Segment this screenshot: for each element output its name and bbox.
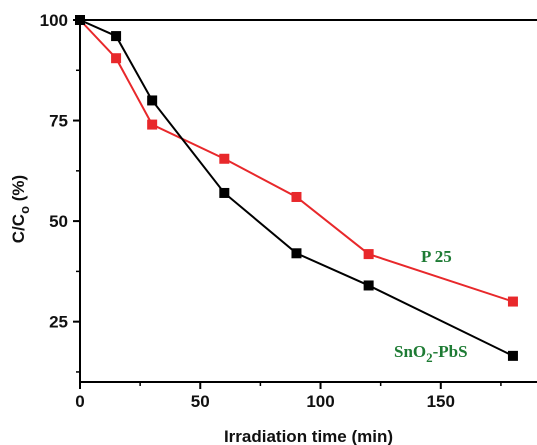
axes: 0 50 100 150 25 50 75 100 Irradiation time (min)… [9, 11, 537, 445]
data-point [363, 280, 374, 291]
data-point [147, 95, 158, 106]
data-point [111, 53, 122, 64]
data-point [507, 350, 518, 361]
data-point [291, 248, 302, 259]
data-point [363, 249, 374, 260]
y-tick-label: 50 [49, 212, 68, 231]
series-line [79, 19, 514, 357]
x-axis-title: Irradiation time (min) [224, 427, 393, 445]
x-tick-label: 100 [306, 392, 334, 411]
y-tick-label: 75 [49, 112, 68, 131]
series-0 [75, 15, 518, 361]
data-point [75, 15, 85, 25]
series-label-p25: P 25 [421, 247, 452, 266]
x-tick-label: 0 [75, 392, 84, 411]
series-label-sno2-pbs: SnO2-PbS [394, 342, 468, 365]
x-tick-label: 50 [191, 392, 210, 411]
data-point [219, 187, 230, 198]
y-tick-label: 100 [40, 11, 68, 30]
y-axis-title: C/Co (%) [9, 175, 32, 243]
y-tick-label: 25 [49, 313, 68, 332]
data-point [111, 31, 122, 42]
data-point [507, 296, 518, 307]
data-point [219, 153, 230, 164]
x-tick-label: 150 [427, 392, 455, 411]
data-point [147, 119, 158, 130]
data-point [291, 191, 302, 202]
series-layer [75, 15, 518, 361]
labels-layer: P 25 SnO2-PbS [394, 247, 468, 365]
